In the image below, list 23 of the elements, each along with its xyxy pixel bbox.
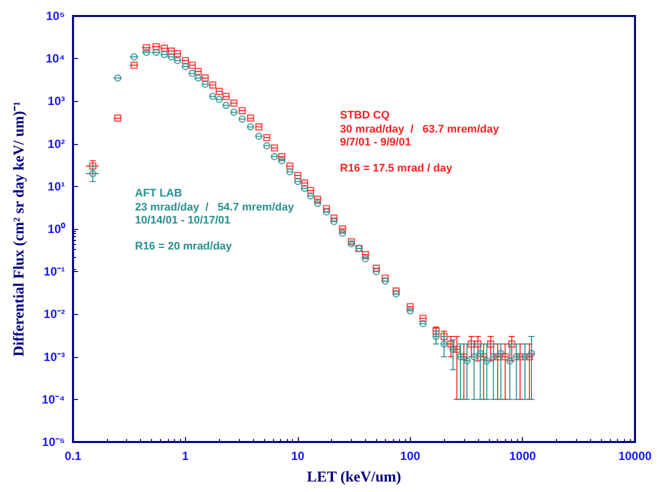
text: AFT LAB xyxy=(135,188,182,200)
y-tick-label: 10¹ xyxy=(48,179,66,194)
y-tick-label: 10⁻² xyxy=(44,307,66,322)
text: 23 mrad/day / 54.7 mrem/day 10/14/01 - 10/17/01 R16 = 20 mrad/day xyxy=(135,202,294,252)
y-axis-title: Differential Flux (cm² sr day keV/ um)⁻¹ xyxy=(12,101,28,357)
y-tick-label: 10⁻⁴ xyxy=(42,392,66,406)
y-tick-label: 10⁵ xyxy=(46,9,65,23)
y-tick-label: 10³ xyxy=(48,94,66,108)
y-tick-label: 10⁰ xyxy=(48,222,66,236)
x-tick-label: 100 xyxy=(400,449,421,463)
y-tick-label: 10⁴ xyxy=(46,52,66,66)
x-tick-label: 10000 xyxy=(618,449,652,463)
y-tick-label: 10² xyxy=(48,136,66,151)
text: 30 mrad/day / 63.7 mrem/day 9/7/01 - 9/9/01 R16 = 17.5 mrad / day xyxy=(340,124,499,174)
x-tick-label: 0.1 xyxy=(64,449,82,463)
y-tick-label: 10⁻⁵ xyxy=(42,435,65,449)
x-tick-label: 10 xyxy=(291,449,305,463)
x-tick-label: 1 xyxy=(182,449,190,463)
y-tick-label: 10⁻¹ xyxy=(44,264,66,279)
x-axis-title: LET (keV/um) xyxy=(306,470,402,486)
y-tick-label: 10⁻³ xyxy=(44,350,66,364)
text: STBD CQ xyxy=(340,110,390,122)
x-tick-label: 1000 xyxy=(509,449,536,463)
